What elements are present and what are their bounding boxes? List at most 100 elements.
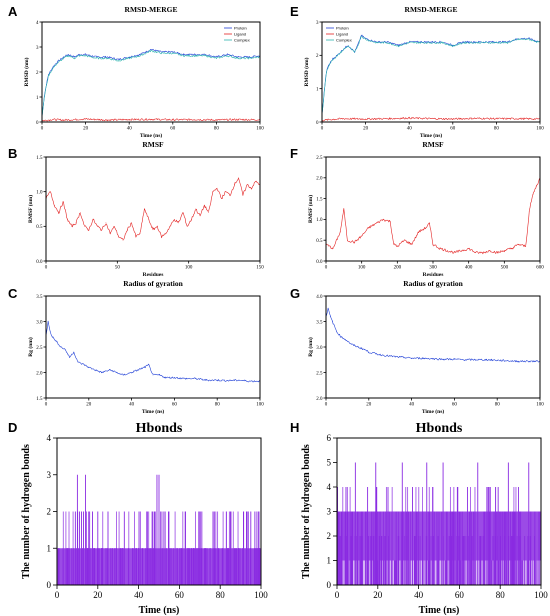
data-point: [148, 219, 150, 220]
chart-title: RMSF: [142, 140, 164, 149]
x-tick-label: 60: [452, 403, 458, 408]
data-point: [118, 236, 120, 238]
x-tick-label: 0: [321, 127, 324, 132]
data-point: [74, 57, 76, 59]
data-point: [144, 208, 145, 210]
data-point: [411, 244, 412, 245]
data-point: [486, 359, 487, 361]
data-point: [536, 185, 537, 187]
data-point: [75, 222, 77, 224]
x-axis-label: Time (ns): [419, 605, 460, 616]
data-point: [79, 212, 81, 213]
x-tick-label: 40: [127, 127, 133, 132]
data-point: [360, 34, 362, 36]
data-point: [52, 66, 54, 68]
data-point: [503, 250, 505, 251]
y-tick-label: 2: [47, 507, 52, 517]
y-tick-label: 2: [327, 531, 332, 541]
data-point: [518, 360, 519, 362]
panel-g: G Radius of gyration 0 20 40 60 80 100 2.0 2.5 3.0…: [290, 279, 544, 415]
legend-label: Ligand: [234, 31, 246, 36]
y-axis-label: RMSF (nm): [307, 195, 314, 223]
data-point: [251, 187, 252, 189]
y-tick-label: 2.0: [36, 371, 43, 376]
plot-area: [45, 177, 261, 241]
x-tick-label: 100: [256, 403, 264, 408]
data-point: [208, 212, 209, 213]
data-point: [137, 369, 139, 371]
data-point: [430, 42, 432, 44]
data-point: [94, 369, 96, 371]
data-point: [332, 58, 334, 60]
y-tick-label: 3: [36, 46, 39, 51]
chart-title: RMSF: [422, 140, 444, 149]
data-point: [357, 346, 359, 348]
data-point: [114, 225, 115, 227]
data-point: [52, 336, 53, 338]
data-point: [174, 377, 175, 378]
x-tick-label: 80: [496, 590, 506, 600]
data-point: [485, 42, 486, 44]
x-tick-label: 20: [373, 590, 383, 600]
data-point: [339, 231, 341, 233]
data-point: [496, 42, 497, 44]
data-point: [139, 55, 141, 57]
x-tick-label: 20: [83, 127, 89, 132]
x-tick-label: 20: [93, 590, 103, 600]
data-point: [340, 336, 342, 338]
data-point: [408, 42, 410, 44]
data-point: [429, 223, 430, 224]
data-point: [400, 356, 402, 358]
data-point: [237, 119, 239, 120]
data-point: [454, 252, 455, 254]
y-tick-label: 0.0: [316, 260, 323, 265]
data-point: [328, 65, 329, 67]
data-point: [78, 55, 80, 57]
data-point: [169, 225, 171, 227]
data-point: [375, 223, 377, 224]
plot-frame: [45, 295, 261, 399]
x-tick-label: 100: [536, 127, 544, 132]
y-tick-label: 1: [47, 543, 52, 553]
data-point: [194, 119, 195, 120]
y-tick-label: 1: [36, 96, 39, 101]
data-point: [205, 54, 206, 55]
data-point: [78, 54, 80, 55]
series-line-data: [45, 320, 261, 383]
data-point: [506, 42, 508, 44]
data-point: [439, 248, 441, 249]
data-point: [351, 344, 353, 345]
panel-a: A RMSD-MERGE 0 20 40 60 80 100 0 1 2 3 4 Time (ns) RMS…: [8, 4, 264, 139]
x-tick-label: 0: [45, 266, 48, 271]
x-tick-label: 80: [216, 590, 226, 600]
data-point: [404, 239, 405, 241]
data-point: [84, 225, 85, 227]
data-point: [354, 241, 355, 243]
data-point: [226, 55, 228, 57]
data-point: [517, 118, 519, 120]
data-point: [92, 219, 94, 220]
data-point: [248, 380, 250, 382]
panel-letter-d: D: [8, 420, 17, 435]
data-point: [109, 369, 111, 371]
x-tick-label: 40: [407, 127, 413, 132]
data-point: [368, 227, 370, 229]
data-point: [408, 117, 410, 119]
y-tick-label: 1: [327, 556, 332, 566]
data-point: [69, 356, 70, 358]
series-line-complex: [321, 35, 541, 115]
data-point: [128, 57, 130, 59]
data-point: [73, 351, 75, 353]
data-point: [135, 236, 137, 238]
data-point: [144, 367, 145, 368]
panel-h: H Hbonds 0 20 40 60 80 100 0 1 2 3 4 5 6 Time (ns) The n…: [290, 420, 548, 616]
data-point: [216, 187, 218, 189]
data-point: [496, 118, 497, 120]
data-point: [525, 246, 527, 247]
y-tick-label: 0: [36, 121, 39, 126]
data-point: [172, 51, 174, 53]
data-point: [397, 44, 399, 46]
x-tick-label: 80: [495, 403, 501, 408]
data-point: [368, 351, 370, 353]
